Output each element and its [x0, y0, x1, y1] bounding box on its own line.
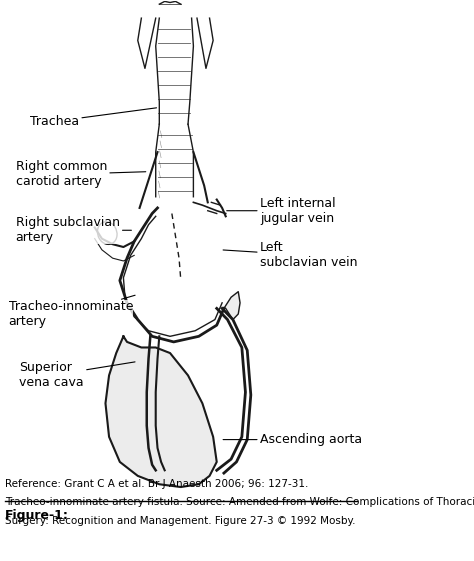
Text: Tracheo-innominate
artery: Tracheo-innominate artery [9, 295, 135, 328]
Text: Surgery: Recognition and Management. Figure 27-3 © 1992 Mosby.: Surgery: Recognition and Management. Fig… [5, 516, 356, 526]
Text: Ascending aorta: Ascending aorta [223, 433, 362, 446]
Text: Right subclavian
artery: Right subclavian artery [16, 216, 131, 244]
Polygon shape [224, 292, 240, 320]
Text: Left
subclavian vein: Left subclavian vein [223, 241, 357, 269]
Text: Superior
vena cava: Superior vena cava [19, 361, 135, 389]
Text: Tracheo-innominate artery fistula. Source: Amended from Wolfe: Complications of : Tracheo-innominate artery fistula. Sourc… [5, 497, 474, 507]
Text: Figure-1:: Figure-1: [5, 509, 69, 522]
Text: Left internal
jugular vein: Left internal jugular vein [227, 197, 336, 225]
Text: Trachea: Trachea [30, 108, 156, 128]
Text: Reference: Grant C A et al. Br J Anaesth 2006; 96: 127-31.: Reference: Grant C A et al. Br J Anaesth… [5, 479, 309, 489]
Polygon shape [106, 337, 217, 487]
Text: Right common
carotid artery: Right common carotid artery [16, 160, 146, 188]
